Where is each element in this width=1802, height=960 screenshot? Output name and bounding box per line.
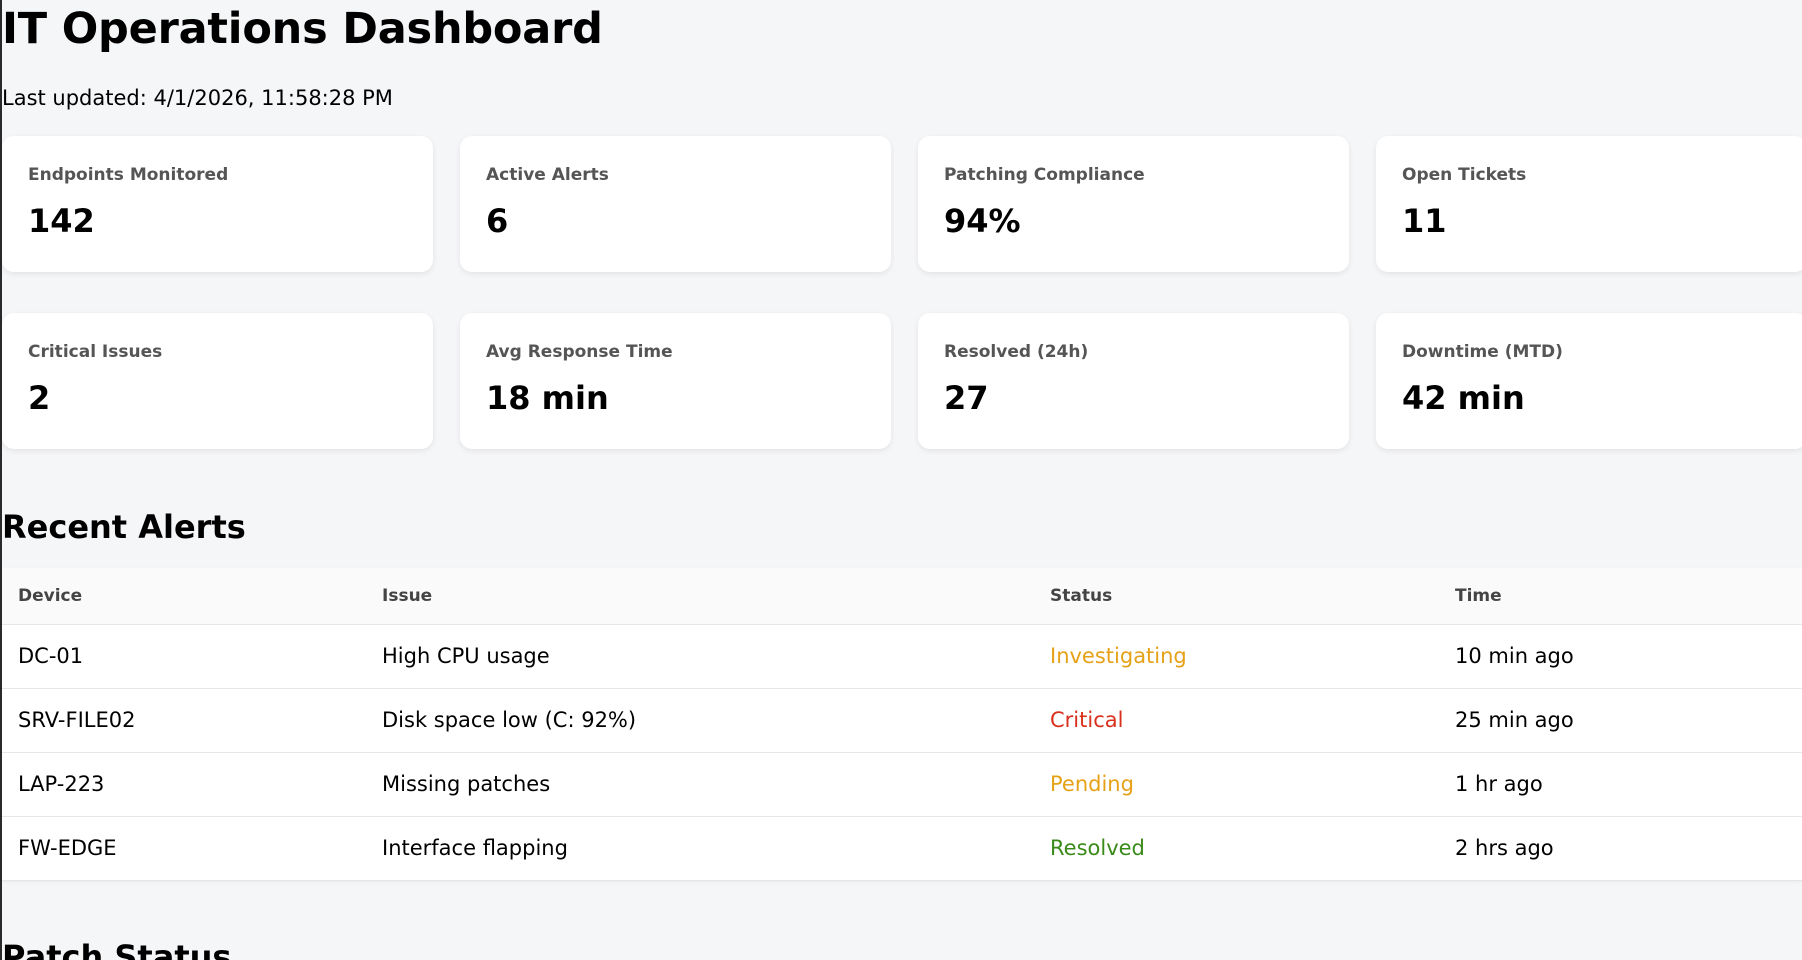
card-value: 94% [944, 202, 1021, 240]
card-value: 27 [944, 379, 989, 417]
column-header-status: Status [1034, 568, 1439, 625]
status-badge: Pending [1034, 752, 1439, 817]
cell-issue: Missing patches [366, 752, 1034, 817]
cell-device: FW-EDGE [2, 816, 366, 881]
cell-time: 25 min ago [1439, 688, 1802, 753]
card-value: 6 [486, 202, 509, 240]
card-value: 142 [28, 202, 95, 240]
cell-device: LAP-223 [2, 752, 366, 817]
card-resolved-24h: Resolved (24h) 27 [918, 313, 1349, 449]
column-header-device: Device [2, 568, 366, 625]
column-header-time: Time [1439, 568, 1802, 625]
status-badge: Critical [1034, 688, 1439, 753]
table-row: DC-01 High CPU usage Investigating 10 mi… [2, 624, 1802, 689]
cell-time: 1 hr ago [1439, 752, 1802, 817]
card-label: Resolved (24h) [944, 342, 1089, 362]
card-label: Critical Issues [28, 342, 163, 362]
card-label: Active Alerts [486, 165, 609, 185]
card-value: 18 min [486, 379, 609, 417]
cell-time: 10 min ago [1439, 624, 1802, 689]
cell-issue: Interface flapping [366, 816, 1034, 881]
card-endpoints-monitored: Endpoints Monitored 142 [2, 136, 433, 272]
table-row: SRV-FILE02 Disk space low (C: 92%) Criti… [2, 688, 1802, 753]
card-value: 42 min [1402, 379, 1525, 417]
card-label: Avg Response Time [486, 342, 673, 362]
status-badge: Investigating [1034, 624, 1439, 689]
card-critical-issues: Critical Issues 2 [2, 313, 433, 449]
cell-issue: Disk space low (C: 92%) [366, 688, 1034, 753]
cell-device: SRV-FILE02 [2, 688, 366, 753]
metric-cards: Endpoints Monitored 142 Active Alerts 6 … [2, 136, 1802, 449]
table-row: FW-EDGE Interface flapping Resolved 2 hr… [2, 816, 1802, 881]
card-avg-response-time: Avg Response Time 18 min [460, 313, 891, 449]
column-header-issue: Issue [366, 568, 1034, 625]
recent-alerts-table: Device Issue Status Time DC-01 High CPU … [2, 568, 1802, 881]
card-open-tickets: Open Tickets 11 [1376, 136, 1802, 272]
cell-time: 2 hrs ago [1439, 816, 1802, 881]
card-active-alerts: Active Alerts 6 [460, 136, 891, 272]
card-label: Open Tickets [1402, 165, 1527, 185]
table-header-row: Device Issue Status Time [2, 568, 1802, 625]
cell-issue: High CPU usage [366, 624, 1034, 689]
card-downtime-mtd: Downtime (MTD) 42 min [1376, 313, 1802, 449]
card-value: 11 [1402, 202, 1447, 240]
status-badge: Resolved [1034, 816, 1439, 881]
last-updated-timestamp: Last updated: 4/1/2026, 11:58:28 PM [2, 86, 393, 110]
cell-device: DC-01 [2, 624, 366, 689]
page-title: IT Operations Dashboard [2, 4, 603, 54]
page-left-border [0, 0, 2, 960]
card-label: Downtime (MTD) [1402, 342, 1563, 362]
card-label: Endpoints Monitored [28, 165, 229, 185]
card-value: 2 [28, 379, 51, 417]
card-label: Patching Compliance [944, 165, 1145, 185]
card-patching-compliance: Patching Compliance 94% [918, 136, 1349, 272]
recent-alerts-heading: Recent Alerts [2, 508, 246, 546]
patch-status-heading: Patch Status [2, 938, 232, 960]
table-row: LAP-223 Missing patches Pending 1 hr ago [2, 752, 1802, 817]
